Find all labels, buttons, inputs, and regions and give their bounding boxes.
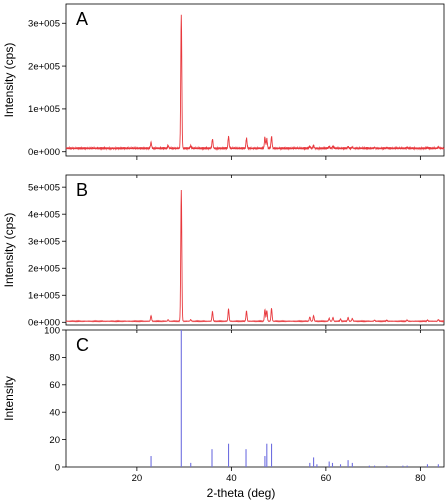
peak-point <box>181 189 182 190</box>
peak-point <box>386 147 387 148</box>
plot-frame <box>65 3 445 157</box>
y-tick-label: 2e+005 <box>28 61 60 72</box>
peak-point <box>212 311 213 312</box>
peak-point <box>374 147 375 148</box>
peak-point <box>347 146 348 147</box>
plot-frame <box>65 329 445 468</box>
peak-point <box>427 320 428 321</box>
peak-point <box>309 146 310 147</box>
peak-point <box>438 319 439 320</box>
peak-point <box>313 145 314 146</box>
y-tick-label: 80 <box>49 353 60 364</box>
shared-x-axis: 20 40 60 80 2-theta (deg) <box>132 473 426 500</box>
peak-point <box>407 147 408 148</box>
peak-point <box>190 145 191 146</box>
y-tick-label: 0e+000 <box>28 147 60 158</box>
peak-point <box>228 136 229 137</box>
peak-point <box>246 310 247 311</box>
y-tick-label: 100 <box>44 325 60 336</box>
plot-frame <box>65 174 445 326</box>
y-tick-label: 3e+005 <box>28 19 60 30</box>
panel-label: A <box>76 9 88 29</box>
peak-point <box>340 318 341 319</box>
diffraction-trace <box>65 189 445 323</box>
panel-label: C <box>76 335 89 355</box>
y-tick-label: 0 <box>55 462 60 473</box>
x-tick-label: 80 <box>415 473 426 484</box>
peak-point <box>352 318 353 319</box>
y-tick-label: 4e+005 <box>28 209 60 220</box>
peak-point <box>246 137 247 138</box>
peak-point <box>329 146 330 147</box>
peak-point <box>264 137 265 138</box>
panel-C: C 0 20 40 60 80 100 Intensity <box>2 325 445 473</box>
peak-point <box>309 316 310 317</box>
panel-label: B <box>76 180 88 200</box>
peak-point <box>167 319 168 320</box>
peak-point <box>266 138 267 139</box>
y-tick-label: 60 <box>49 380 60 391</box>
y-tick-label: 1e+005 <box>28 291 60 302</box>
peak-point <box>271 308 272 309</box>
peak-point <box>352 146 353 147</box>
peak-point <box>150 315 151 316</box>
y-tick-label: 1e+005 <box>28 104 60 115</box>
y-tick-label: 3e+005 <box>28 237 60 248</box>
diffraction-trace <box>65 14 445 151</box>
peak-point <box>438 146 439 147</box>
panel-B: B 0e+000 1e+005 2e+005 3e+005 4e+005 5e+005 Int… <box>2 174 445 329</box>
peak-point <box>181 13 182 14</box>
peak-point <box>386 320 387 321</box>
peak-point <box>329 318 330 319</box>
peak-point <box>427 147 428 148</box>
peak-point <box>313 315 314 316</box>
y-axis-label: Intensity (cps) <box>2 43 16 118</box>
x-tick-label: 40 <box>226 473 237 484</box>
y-tick-label: 5e+005 <box>28 182 60 193</box>
peak-point <box>266 310 267 311</box>
peak-point <box>271 136 272 137</box>
peak-point <box>150 142 151 143</box>
panels-group: A 0e+000 1e+005 2e+005 3e+005 Intensity (cps)… <box>2 3 445 473</box>
peak-point <box>264 309 265 310</box>
peak-point <box>407 320 408 321</box>
x-tick-label: 20 <box>132 473 143 484</box>
y-axis-label: Intensity (cps) <box>2 213 16 288</box>
y-axis-label: Intensity <box>2 376 16 421</box>
y-tick-label: 0e+000 <box>28 318 60 329</box>
y-tick-label: 20 <box>49 435 60 446</box>
peak-point <box>228 308 229 309</box>
panel-A: A 0e+000 1e+005 2e+005 3e+005 Intensity (cps) <box>2 3 445 160</box>
peak-point <box>167 145 168 146</box>
peak-point <box>212 138 213 139</box>
x-tick-label: 60 <box>321 473 332 484</box>
y-tick-label: 40 <box>49 408 60 419</box>
peak-point <box>347 317 348 318</box>
x-axis-label: 2-theta (deg) <box>207 486 276 500</box>
peak-point <box>332 146 333 147</box>
y-tick-label: 2e+005 <box>28 264 60 275</box>
peak-point <box>190 319 191 320</box>
peak-point <box>332 317 333 318</box>
peak-point <box>374 320 375 321</box>
